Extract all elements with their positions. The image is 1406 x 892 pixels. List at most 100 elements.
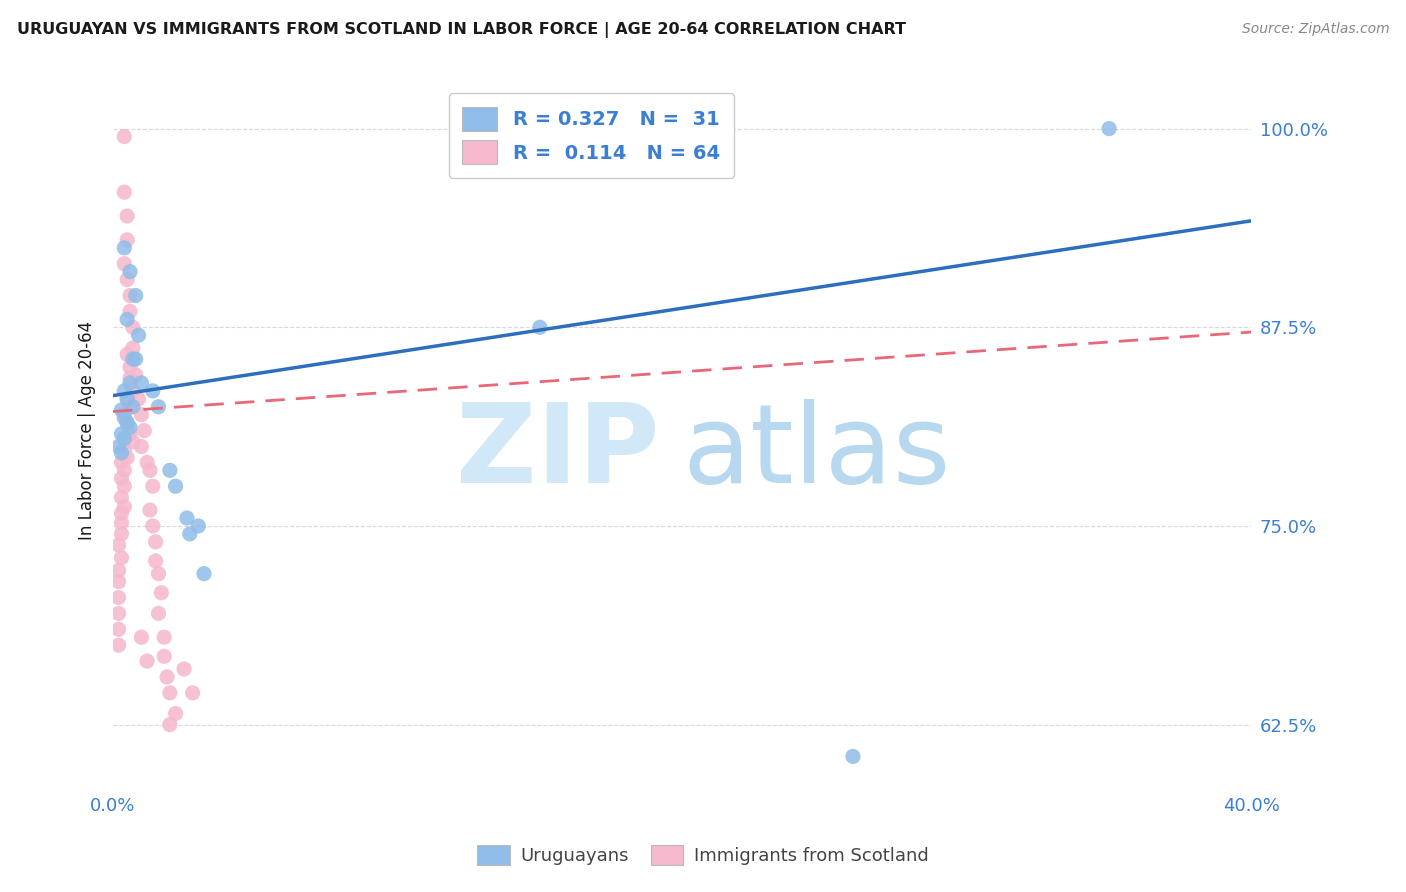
Point [118, 371, 141, 385]
Y-axis label: In Labor Force | Age 20-64: In Labor Force | Age 20-64 [79, 321, 96, 541]
Point [115, 450, 138, 465]
Point [107, 638, 129, 652]
Point [136, 455, 159, 469]
Point [115, 416, 138, 430]
Point [118, 265, 141, 279]
Point [115, 347, 138, 361]
Point [148, 400, 170, 414]
Point [131, 376, 153, 390]
Point [115, 272, 138, 286]
Point [110, 516, 132, 530]
Point [112, 408, 135, 422]
Point [118, 426, 141, 441]
Point [121, 434, 143, 449]
Point [173, 662, 195, 676]
Point [153, 649, 176, 664]
Point [121, 400, 143, 414]
Point [148, 607, 170, 621]
Point [110, 426, 132, 441]
Point [110, 403, 132, 417]
Text: URUGUAYAN VS IMMIGRANTS FROM SCOTLAND IN LABOR FORCE | AGE 20-64 CORRELATION CHA: URUGUAYAN VS IMMIGRANTS FROM SCOTLAND IN… [17, 22, 905, 38]
Point [131, 440, 153, 454]
Point [118, 288, 141, 302]
Point [150, 585, 173, 599]
Point [134, 424, 156, 438]
Point [115, 416, 138, 430]
Point [128, 392, 150, 406]
Point [110, 455, 132, 469]
Point [118, 359, 141, 374]
Point [110, 527, 132, 541]
Legend: Uruguayans, Immigrants from Scotland: Uruguayans, Immigrants from Scotland [470, 838, 936, 872]
Point [145, 534, 167, 549]
Point [107, 622, 129, 636]
Point [115, 392, 138, 406]
Point [148, 566, 170, 581]
Point [193, 566, 215, 581]
Legend: R = 0.327   N =  31, R =  0.114   N = 64: R = 0.327 N = 31, R = 0.114 N = 64 [449, 94, 734, 178]
Point [156, 670, 179, 684]
Point [110, 550, 132, 565]
Point [142, 519, 165, 533]
Text: atlas: atlas [682, 399, 950, 506]
Point [139, 503, 162, 517]
Point [115, 392, 138, 406]
Point [112, 432, 135, 446]
Point [125, 288, 148, 302]
Point [118, 400, 141, 414]
Point [115, 209, 138, 223]
Point [107, 440, 129, 454]
Point [118, 420, 141, 434]
Point [118, 304, 141, 318]
Point [110, 446, 132, 460]
Point [110, 471, 132, 485]
Point [136, 654, 159, 668]
Point [187, 519, 209, 533]
Point [159, 717, 181, 731]
Point [159, 686, 181, 700]
Point [842, 749, 865, 764]
Point [529, 320, 551, 334]
Text: Source: ZipAtlas.com: Source: ZipAtlas.com [1241, 22, 1389, 37]
Point [142, 479, 165, 493]
Point [107, 607, 129, 621]
Point [112, 129, 135, 144]
Point [112, 500, 135, 514]
Point [121, 384, 143, 398]
Point [125, 368, 148, 382]
Point [112, 442, 135, 457]
Point [112, 241, 135, 255]
Point [115, 233, 138, 247]
Point [112, 257, 135, 271]
Point [107, 574, 129, 589]
Point [121, 341, 143, 355]
Point [112, 479, 135, 493]
Point [112, 410, 135, 425]
Point [153, 630, 176, 644]
Point [125, 352, 148, 367]
Point [131, 630, 153, 644]
Point [107, 538, 129, 552]
Point [181, 686, 204, 700]
Point [128, 328, 150, 343]
Point [179, 527, 201, 541]
Point [112, 463, 135, 477]
Text: ZIP: ZIP [456, 399, 659, 506]
Point [165, 706, 187, 721]
Point [139, 463, 162, 477]
Point [115, 312, 138, 326]
Point [121, 352, 143, 367]
Point [110, 506, 132, 520]
Point [159, 463, 181, 477]
Point [145, 554, 167, 568]
Point [142, 384, 165, 398]
Point [118, 376, 141, 390]
Point [112, 384, 135, 398]
Point [107, 591, 129, 605]
Point [131, 408, 153, 422]
Point [176, 511, 198, 525]
Point [110, 491, 132, 505]
Point [121, 320, 143, 334]
Point [107, 564, 129, 578]
Point [1098, 121, 1121, 136]
